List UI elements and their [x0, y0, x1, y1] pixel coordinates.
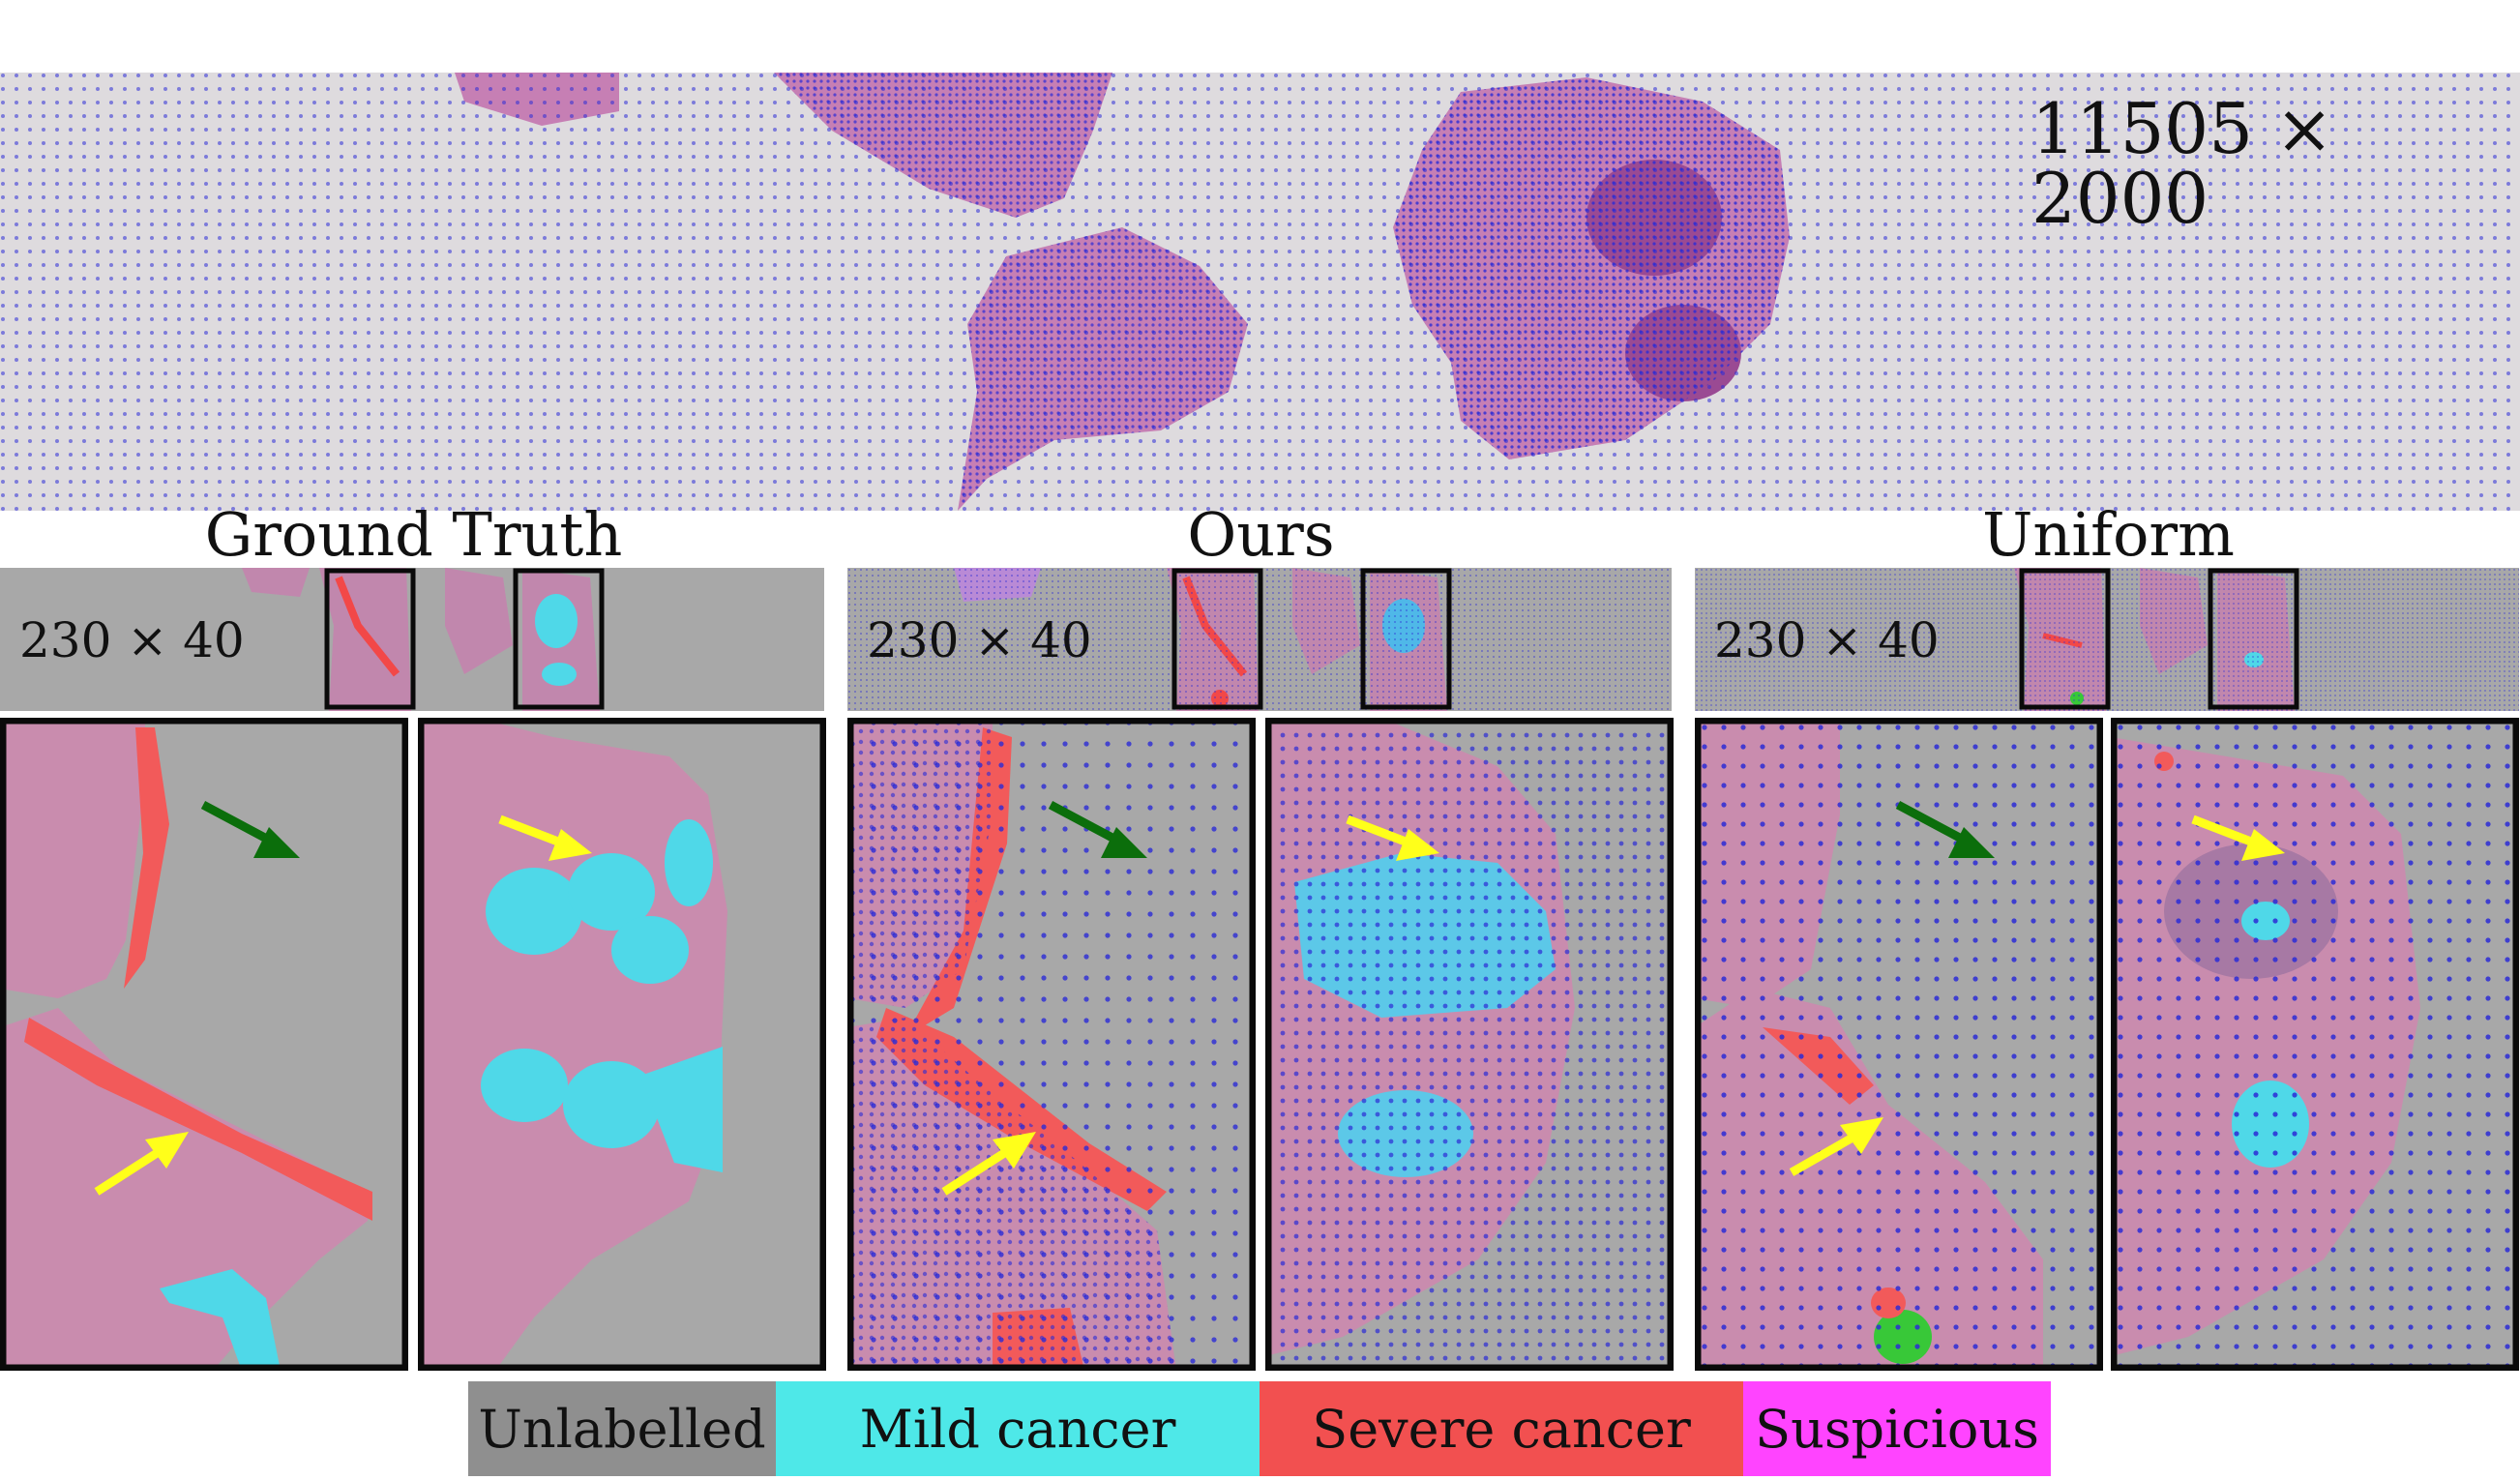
legend-severe-cancer: Severe cancer [1260, 1381, 1743, 1476]
ours-resolution-label: 230 × 40 [867, 612, 1092, 668]
uniform-crop-left-svg [1695, 718, 2103, 1371]
ours-crop-right [1265, 718, 1674, 1371]
panel-title-uniform: Uniform [1982, 499, 2235, 570]
legend-unlabelled: Unlabelled [468, 1381, 776, 1476]
overview-image: 11505 × 2000 [0, 73, 2520, 511]
panel-title-ours: Ours [1187, 499, 1335, 570]
ours-thumbnail: 230 × 40 [847, 568, 1672, 711]
ground-truth-resolution-label: 230 × 40 [19, 612, 245, 668]
ground-truth-crop-left [0, 718, 408, 1371]
uniform-crop-right [2111, 718, 2519, 1371]
overview-slide-svg [0, 73, 2520, 511]
ground-truth-crop-left-svg [0, 718, 408, 1371]
ours-thumbnail-svg [847, 568, 1672, 711]
ours-crop-left [847, 718, 1256, 1371]
ours-crop-left-svg [847, 718, 1256, 1371]
uniform-thumbnail: 230 × 40 [1695, 568, 2519, 711]
uniform-thumbnail-svg [1695, 568, 2519, 711]
ground-truth-thumbnail-svg [0, 568, 824, 711]
legend-suspicious: Suspicious [1743, 1381, 2051, 1476]
legend: Unlabelled Mild cancer Severe cancer Sus… [468, 1381, 2051, 1476]
legend-mild-cancer: Mild cancer [776, 1381, 1260, 1476]
uniform-crop-left [1695, 718, 2103, 1371]
ground-truth-crop-right-svg [418, 718, 826, 1371]
ground-truth-crop-right [418, 718, 826, 1371]
uniform-resolution-label: 230 × 40 [1714, 612, 1940, 668]
panel-title-ground-truth: Ground Truth [204, 499, 623, 570]
ours-crop-right-svg [1265, 718, 1674, 1371]
uniform-crop-right-svg [2111, 718, 2519, 1371]
ground-truth-thumbnail: 230 × 40 [0, 568, 824, 711]
overview-resolution-label: 11505 × 2000 [2031, 88, 2334, 239]
